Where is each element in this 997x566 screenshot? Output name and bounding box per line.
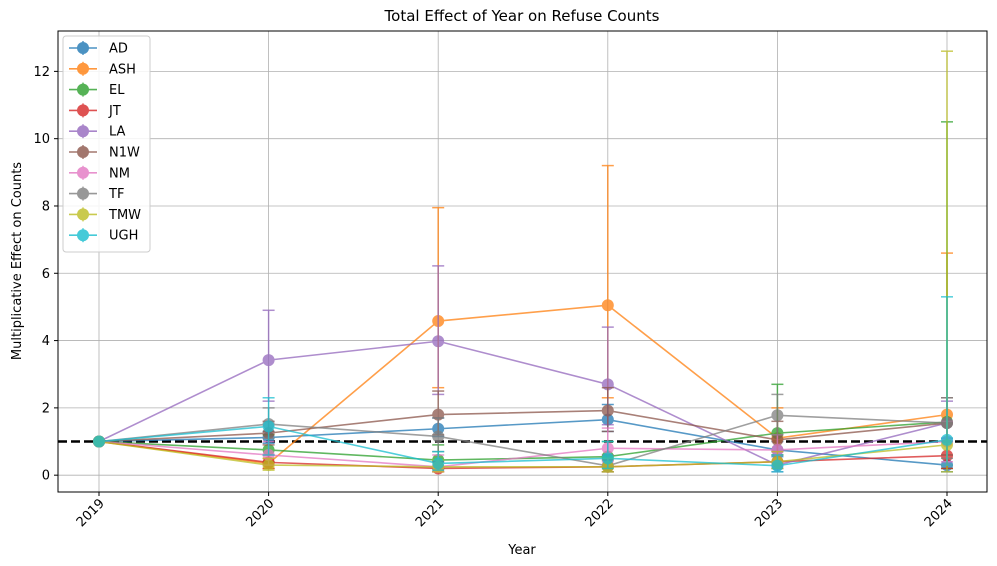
grid: [58, 31, 987, 492]
legend-marker: [77, 166, 89, 179]
y-tick-label: 10: [33, 132, 50, 147]
series-line: [98, 304, 948, 465]
legend-marker: [77, 104, 89, 117]
x-tick-label: 2022: [583, 496, 617, 530]
data-point: [432, 457, 445, 470]
legend-label: EL: [109, 83, 125, 98]
legend-item-ad: [69, 41, 97, 55]
series-line: [98, 440, 948, 468]
series-n1w: [93, 386, 953, 456]
legend-item-la: [69, 124, 97, 139]
x-tick-label: 2020: [243, 496, 277, 530]
y-tick-label: 2: [42, 401, 50, 416]
legend-marker: [77, 187, 89, 200]
x-tick-label: 2023: [752, 496, 786, 530]
data-point: [771, 459, 784, 472]
data-point: [601, 452, 614, 465]
legend-label: JT: [108, 104, 121, 119]
series-el: [93, 121, 953, 470]
series-ugh: [93, 296, 953, 473]
legend-item-el: [69, 82, 97, 97]
series-ad: [93, 403, 953, 473]
data-point: [771, 443, 784, 456]
series-line: [98, 425, 948, 467]
series-tmw: [93, 50, 953, 473]
legend-marker: [77, 42, 89, 54]
series-line: [98, 418, 948, 466]
data-point: [601, 404, 614, 417]
legend-marker: [77, 125, 89, 138]
data-point: [262, 459, 275, 472]
y-tick-label: 6: [42, 267, 50, 282]
chart-title: Total Effect of Year on Refuse Counts: [384, 7, 660, 25]
data-point: [601, 299, 614, 312]
data-point: [432, 430, 445, 443]
legend-label: ASH: [109, 62, 136, 77]
data-point: [262, 420, 275, 433]
legend-label: NM: [109, 166, 130, 181]
legend-item-n1w: [69, 145, 97, 159]
y-tick-label: 8: [42, 199, 50, 214]
data-point: [262, 354, 275, 367]
x-tick-label: 2024: [922, 496, 956, 530]
legend-label: N1W: [109, 146, 140, 161]
legend-label: TMW: [108, 208, 141, 223]
data-point: [93, 435, 105, 448]
legend-item-tmw: [69, 207, 97, 222]
x-axis-label: Year: [507, 543, 536, 558]
legend-marker: [77, 83, 89, 96]
series-line: [98, 414, 948, 467]
series-layer: [93, 50, 953, 475]
legend-item-nm: [69, 165, 97, 180]
x-tick-label: 2021: [413, 496, 447, 530]
legend-item-ugh: [69, 228, 97, 243]
data-point: [941, 433, 953, 446]
legend-marker: [77, 229, 89, 242]
legend-marker: [77, 208, 89, 221]
series-line: [98, 440, 948, 468]
series-line: [98, 421, 948, 461]
data-point: [771, 409, 784, 422]
y-axis-label: Multiplicative Effect on Counts: [10, 162, 25, 360]
legend-label: UGH: [109, 229, 138, 244]
legend-item-ash: [69, 61, 97, 76]
series-line: [98, 340, 948, 466]
legend-label: TF: [108, 187, 124, 202]
series-line: [98, 409, 948, 443]
y-tick-label: 4: [42, 334, 50, 349]
legend-marker: [77, 146, 89, 158]
legend-marker: [77, 62, 89, 75]
y-tick-label: 0: [42, 469, 50, 484]
legend-item-jt: [69, 103, 97, 118]
legend-label: AD: [109, 42, 128, 57]
legend: AD ASH EL JT LA N1W NM TF TMW UGH: [62, 35, 151, 253]
data-point: [432, 335, 445, 348]
plot-frame: [57, 30, 988, 493]
legend-label: LA: [109, 125, 126, 140]
legend-item-tf: [69, 186, 97, 201]
y-tick-label: 12: [33, 65, 50, 80]
x-tick-label: 2019: [74, 496, 108, 530]
